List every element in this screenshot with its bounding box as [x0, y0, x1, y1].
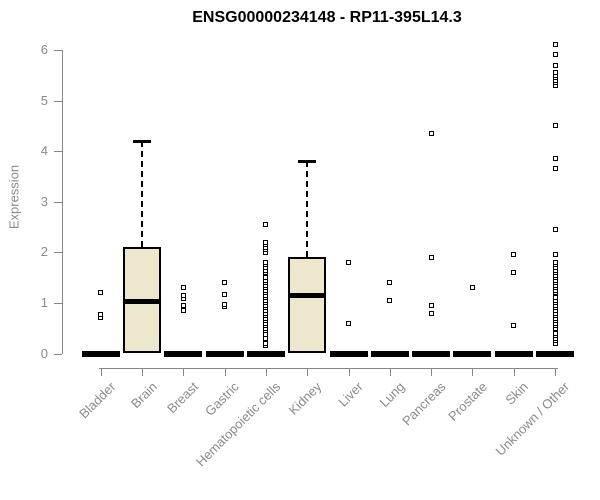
outlier-point: [511, 323, 517, 329]
y-tick-label: 5: [40, 92, 48, 108]
outlier-point: [511, 270, 517, 276]
x-tick: [431, 368, 433, 376]
outlier-point: [511, 252, 517, 258]
x-tick: [307, 368, 309, 376]
x-tick-label: Kidney: [286, 379, 325, 418]
y-tick-label: 2: [40, 244, 48, 260]
outlier-point: [552, 156, 558, 162]
x-tick: [100, 368, 102, 376]
x-tick: [183, 368, 185, 376]
outlier-point: [552, 70, 558, 76]
outlier-point: [180, 307, 186, 313]
zero-bar: [494, 350, 533, 357]
y-tick-label: 4: [40, 143, 48, 159]
x-tick-label: Prostate: [445, 379, 491, 424]
outlier-point: [98, 290, 104, 296]
zero-bar: [164, 350, 203, 357]
outlier-point: [180, 285, 186, 291]
outlier-point: [222, 280, 228, 286]
whisker-line: [306, 161, 309, 258]
outlier-point: [98, 311, 104, 317]
y-tick: [54, 353, 62, 355]
chart-title: ENSG00000234148 - RP11-395L14.3: [192, 9, 462, 26]
x-tick: [555, 368, 556, 376]
x-tick: [472, 368, 474, 376]
y-tick: [54, 100, 62, 102]
outlier-point: [552, 52, 558, 58]
zero-bar: [246, 350, 285, 357]
zero-bar: [370, 350, 409, 357]
outlier-point: [552, 295, 558, 301]
outlier-point: [180, 302, 186, 308]
x-axis-line: [98, 368, 558, 369]
whisker-line: [141, 140, 143, 248]
y-tick: [54, 252, 62, 254]
y-tick-label: 6: [40, 41, 48, 57]
whisker-cap: [133, 139, 151, 143]
outlier-point: [222, 291, 228, 297]
x-tick: [265, 368, 267, 376]
zero-bar: [205, 350, 244, 357]
outlier-point: [552, 252, 558, 258]
outlier-point: [222, 301, 228, 307]
x-tick-label: Gastric: [202, 379, 243, 419]
outlier-point: [346, 320, 351, 326]
y-tick: [54, 302, 62, 304]
outlier-point: [263, 275, 269, 281]
x-tick-label: Bladder: [76, 379, 119, 422]
y-axis-line: [61, 49, 63, 355]
outlier-point: [469, 285, 475, 291]
x-tick: [348, 368, 350, 376]
whisker-cap: [298, 160, 317, 164]
box-median-line: [288, 292, 327, 298]
x-tick-label: Liver: [335, 379, 367, 410]
outlier-point: [552, 42, 558, 48]
x-tick-label: Breast: [163, 379, 201, 417]
outlier-point: [552, 330, 558, 336]
x-tick-label: Brain: [127, 379, 160, 412]
x-tick-label: Unknown / Other: [493, 379, 573, 459]
zero-bar: [412, 350, 451, 357]
y-tick-label: 3: [40, 193, 48, 209]
y-tick-label: 0: [40, 345, 48, 361]
x-tick-label: Pancreas: [399, 379, 449, 429]
outlier-point: [428, 302, 434, 308]
box: [288, 257, 327, 354]
x-tick: [142, 368, 143, 376]
y-tick: [54, 49, 62, 51]
zero-bar: [453, 350, 492, 357]
outlier-point: [263, 239, 269, 245]
y-tick-label: 1: [40, 294, 48, 310]
outlier-point: [428, 310, 434, 316]
box-median-line: [123, 299, 161, 305]
outlier-point: [552, 62, 558, 68]
outlier-point: [387, 297, 393, 303]
outlier-point: [552, 259, 558, 265]
outlier-point: [263, 259, 269, 265]
y-tick: [54, 151, 62, 153]
outlier-point: [263, 340, 269, 346]
outlier-point: [263, 221, 269, 227]
zero-bar: [536, 350, 574, 357]
x-tick: [389, 368, 391, 376]
x-tick: [224, 368, 226, 376]
x-tick: [513, 368, 515, 376]
zero-bar: [81, 350, 120, 357]
outlier-point: [180, 293, 186, 299]
x-tick-label: Skin: [502, 379, 532, 408]
outlier-point: [428, 130, 434, 136]
y-tick: [54, 201, 62, 203]
x-tick-label: Lung: [376, 379, 408, 411]
outlier-point: [387, 280, 393, 286]
outlier-point: [552, 166, 558, 172]
outlier-point: [428, 254, 434, 260]
outlier-point: [552, 227, 558, 233]
outlier-point: [552, 123, 558, 129]
outlier-point: [346, 259, 351, 265]
zero-bar: [329, 350, 368, 357]
